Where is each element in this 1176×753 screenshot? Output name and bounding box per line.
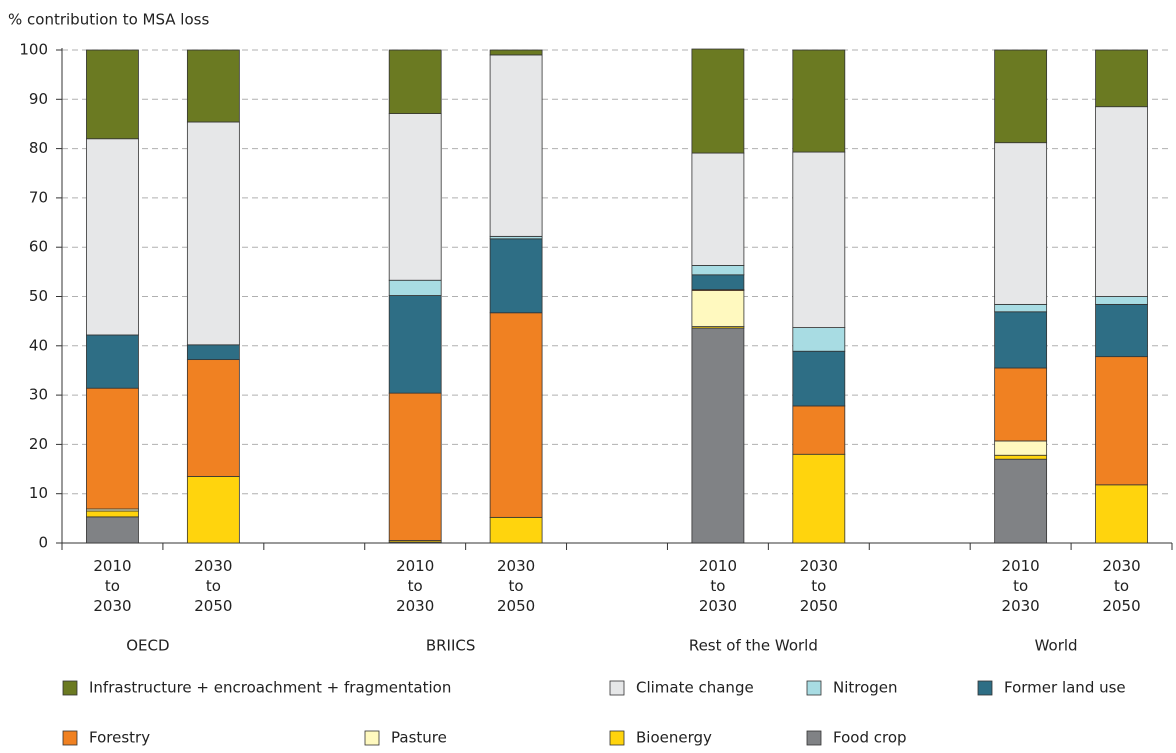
bar-segment [86, 138, 139, 336]
bar-segment [489, 516, 543, 544]
bar-segment [1095, 484, 1148, 544]
y-tick-label: 50 [29, 287, 48, 305]
y-tick-label: 80 [29, 139, 48, 157]
legend-label: Bioenergy [636, 729, 712, 747]
bar-segment [86, 516, 139, 544]
x-tick-label: 2010 to 2030 [699, 557, 737, 615]
y-tick-label: 30 [29, 386, 48, 404]
bar-segment [994, 142, 1048, 305]
legend-swatch [364, 730, 380, 746]
bar-segment [388, 279, 442, 296]
bar-segment [994, 49, 1048, 144]
x-tick-label: 2010 to 2030 [396, 557, 434, 615]
legend-label: Climate change [636, 679, 754, 697]
bar-segment [186, 121, 240, 346]
bar-segment [994, 311, 1048, 369]
bar-segment [1095, 106, 1148, 297]
bar-segment [792, 49, 846, 153]
group-label: BRIICS [426, 637, 476, 655]
y-axis-label: % contribution to MSA loss [8, 11, 209, 29]
bar-segment [994, 454, 1048, 460]
bar-segment [186, 476, 240, 544]
y-tick-label: 40 [29, 336, 48, 354]
bar-segment [388, 113, 442, 281]
legend-label: Pasture [391, 729, 447, 747]
bar-segment [792, 405, 846, 455]
x-tick-label: 2030 to 2050 [497, 557, 535, 615]
group-label: Rest of the World [689, 637, 818, 655]
bar-segment [691, 48, 745, 154]
bar-segment [691, 290, 745, 327]
y-tick-label: 70 [29, 188, 48, 206]
bar-segment [994, 440, 1048, 456]
bar-segment [388, 392, 442, 541]
bar-segment [489, 54, 543, 237]
y-tick-label: 20 [29, 435, 48, 453]
y-tick-label: 90 [29, 90, 48, 108]
bar-segment [186, 344, 240, 361]
bar-segment [792, 151, 846, 328]
bar-segment [1095, 303, 1148, 358]
legend-swatch [806, 680, 822, 696]
bar-segment [691, 152, 745, 266]
bar-segment [388, 49, 442, 114]
bar-segment [792, 350, 846, 407]
bar-segment [489, 238, 543, 314]
bar-segment [186, 359, 240, 477]
bar-segment [691, 274, 745, 290]
group-label: World [1035, 637, 1078, 655]
legend-swatch [62, 680, 78, 696]
bar-segment [86, 510, 139, 518]
legend-swatch [609, 680, 625, 696]
legend-label: Nitrogen [833, 679, 898, 697]
y-tick-label: 0 [38, 534, 48, 552]
bar-segment [86, 387, 139, 510]
bar-segment [1095, 356, 1148, 486]
x-tick-label: 2010 to 2030 [1002, 557, 1040, 615]
bar-segment [994, 303, 1048, 313]
group-label: OECD [126, 637, 169, 655]
legend-swatch [806, 730, 822, 746]
bar-segment [691, 327, 745, 544]
bar-segment [86, 49, 139, 140]
x-tick-label: 2030 to 2050 [800, 557, 838, 615]
legend-label: Infrastructure + encroachment + fragment… [89, 679, 451, 697]
bar-segment [792, 453, 846, 544]
bar-segment [1095, 296, 1148, 305]
legend-label: Food crop [833, 729, 907, 747]
legend-swatch [62, 730, 78, 746]
bar-segment [994, 367, 1048, 442]
bar-segment [994, 458, 1048, 544]
y-tick-label: 60 [29, 238, 48, 256]
bar-segment [186, 49, 240, 123]
bar-segment [792, 327, 846, 352]
legend-swatch [609, 730, 625, 746]
legend-label: Former land use [1004, 679, 1126, 697]
bar-segment [489, 312, 543, 518]
bar-segment [86, 334, 139, 389]
bar-segment [1095, 49, 1148, 108]
y-tick-label: 100 [19, 41, 48, 59]
bar-segment [388, 295, 442, 394]
x-tick-label: 2010 to 2030 [93, 557, 131, 615]
bar-segment [691, 265, 745, 276]
y-tick-label: 10 [29, 484, 48, 502]
legend-swatch [977, 680, 993, 696]
x-tick-label: 2030 to 2050 [1102, 557, 1140, 615]
legend-label: Forestry [89, 729, 150, 747]
bar-segment [489, 49, 543, 56]
x-tick-label: 2030 to 2050 [194, 557, 232, 615]
